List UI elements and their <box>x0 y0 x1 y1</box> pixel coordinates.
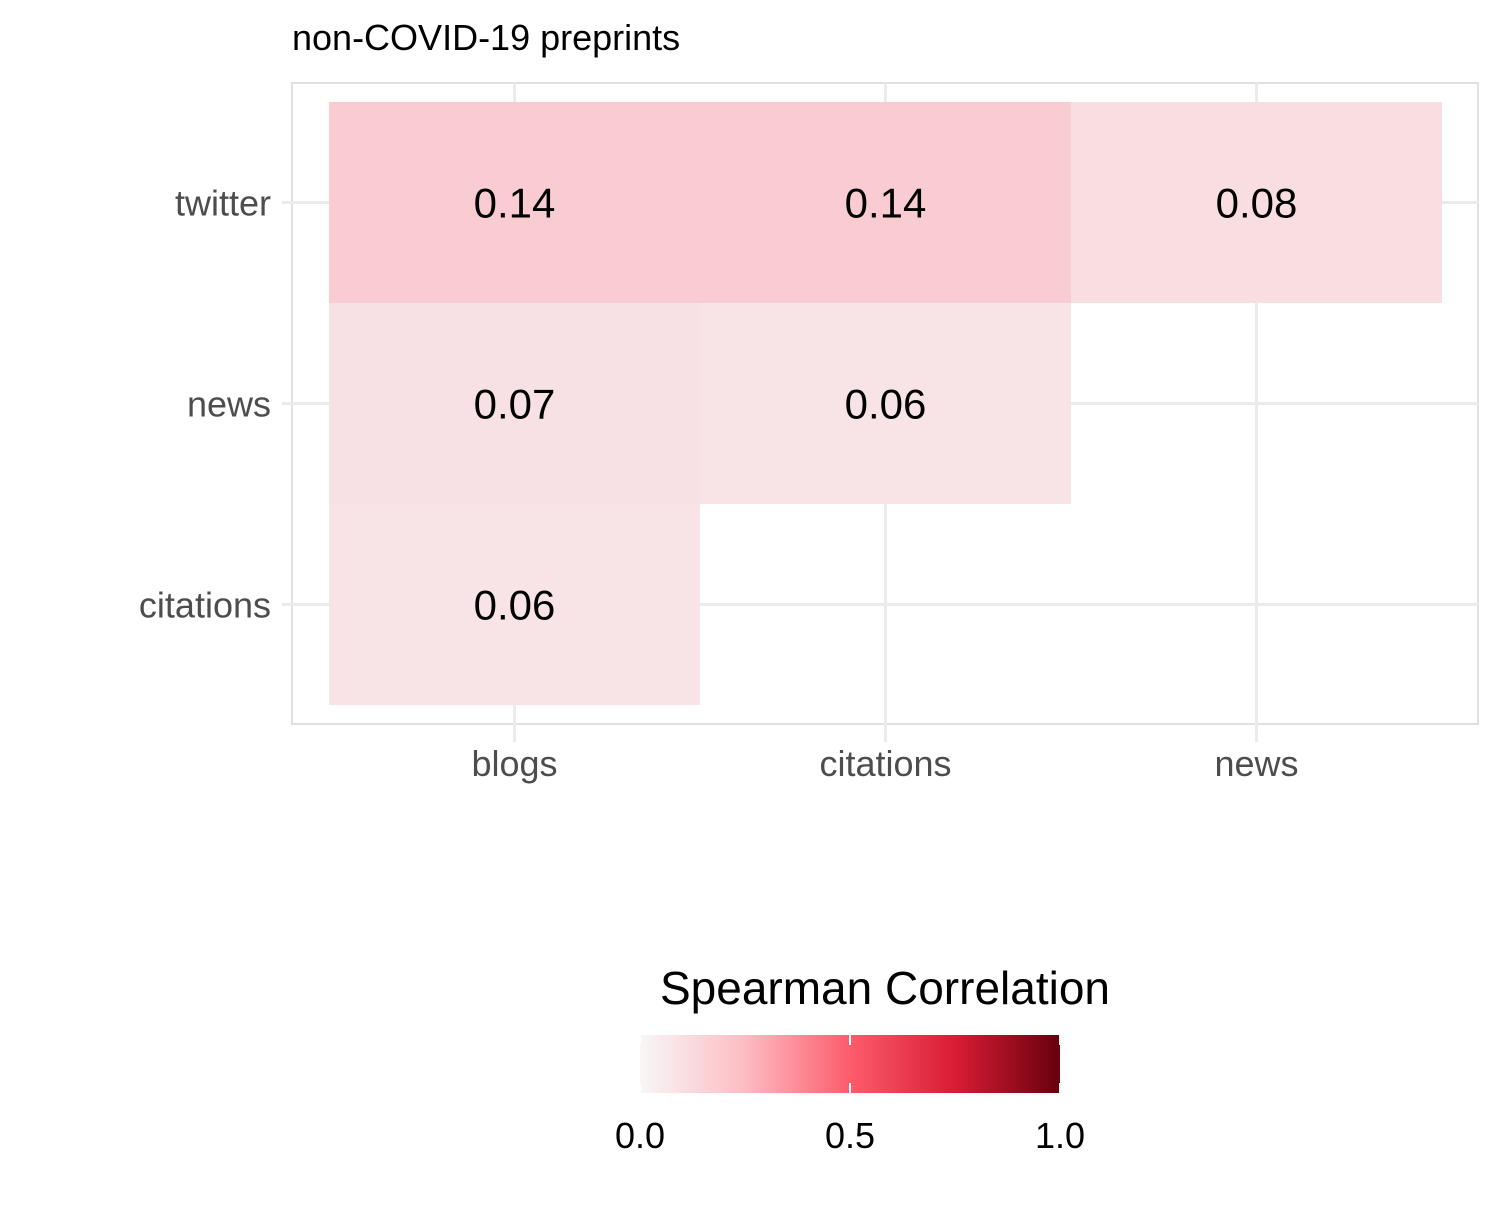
y-tick-label: twitter <box>175 183 271 224</box>
heatmap-cell <box>1071 102 1442 303</box>
heatmap-cell <box>700 102 1071 303</box>
x-tick-label: news <box>1214 743 1298 784</box>
x-tick-label: blogs <box>471 743 557 784</box>
x-tick-label: citations <box>819 743 951 784</box>
cell-value-label: 0.06 <box>474 582 556 629</box>
cell-value-label: 0.14 <box>474 180 556 227</box>
cell-value-label: 0.08 <box>1216 180 1298 227</box>
legend-tick-label: 0.5 <box>825 1115 875 1156</box>
axis-labels: blogs citations news twitter news citations <box>139 183 1299 785</box>
y-tick-label: citations <box>139 585 271 626</box>
cell-value-label: 0.07 <box>474 381 556 428</box>
y-tick-label: news <box>187 384 271 425</box>
color-legend: Spearman Correlation 0.0 0.5 1.0 <box>615 962 1110 1156</box>
chart-title: non-COVID-19 preprints <box>292 17 680 58</box>
legend-title: Spearman Correlation <box>660 962 1110 1014</box>
legend-tick-label: 0.0 <box>615 1115 665 1156</box>
legend-tick-label: 1.0 <box>1035 1115 1085 1156</box>
heatmap-cell <box>329 504 700 705</box>
cell-value-label: 0.14 <box>845 180 927 227</box>
heatmap-cell <box>700 303 1071 504</box>
heatmap-cell <box>329 303 700 504</box>
heatmap-cell <box>329 102 700 303</box>
cell-value-label: 0.06 <box>845 381 927 428</box>
heatmap-cells: 0.14 0.14 0.08 0.07 0.06 0.06 <box>329 102 1442 705</box>
